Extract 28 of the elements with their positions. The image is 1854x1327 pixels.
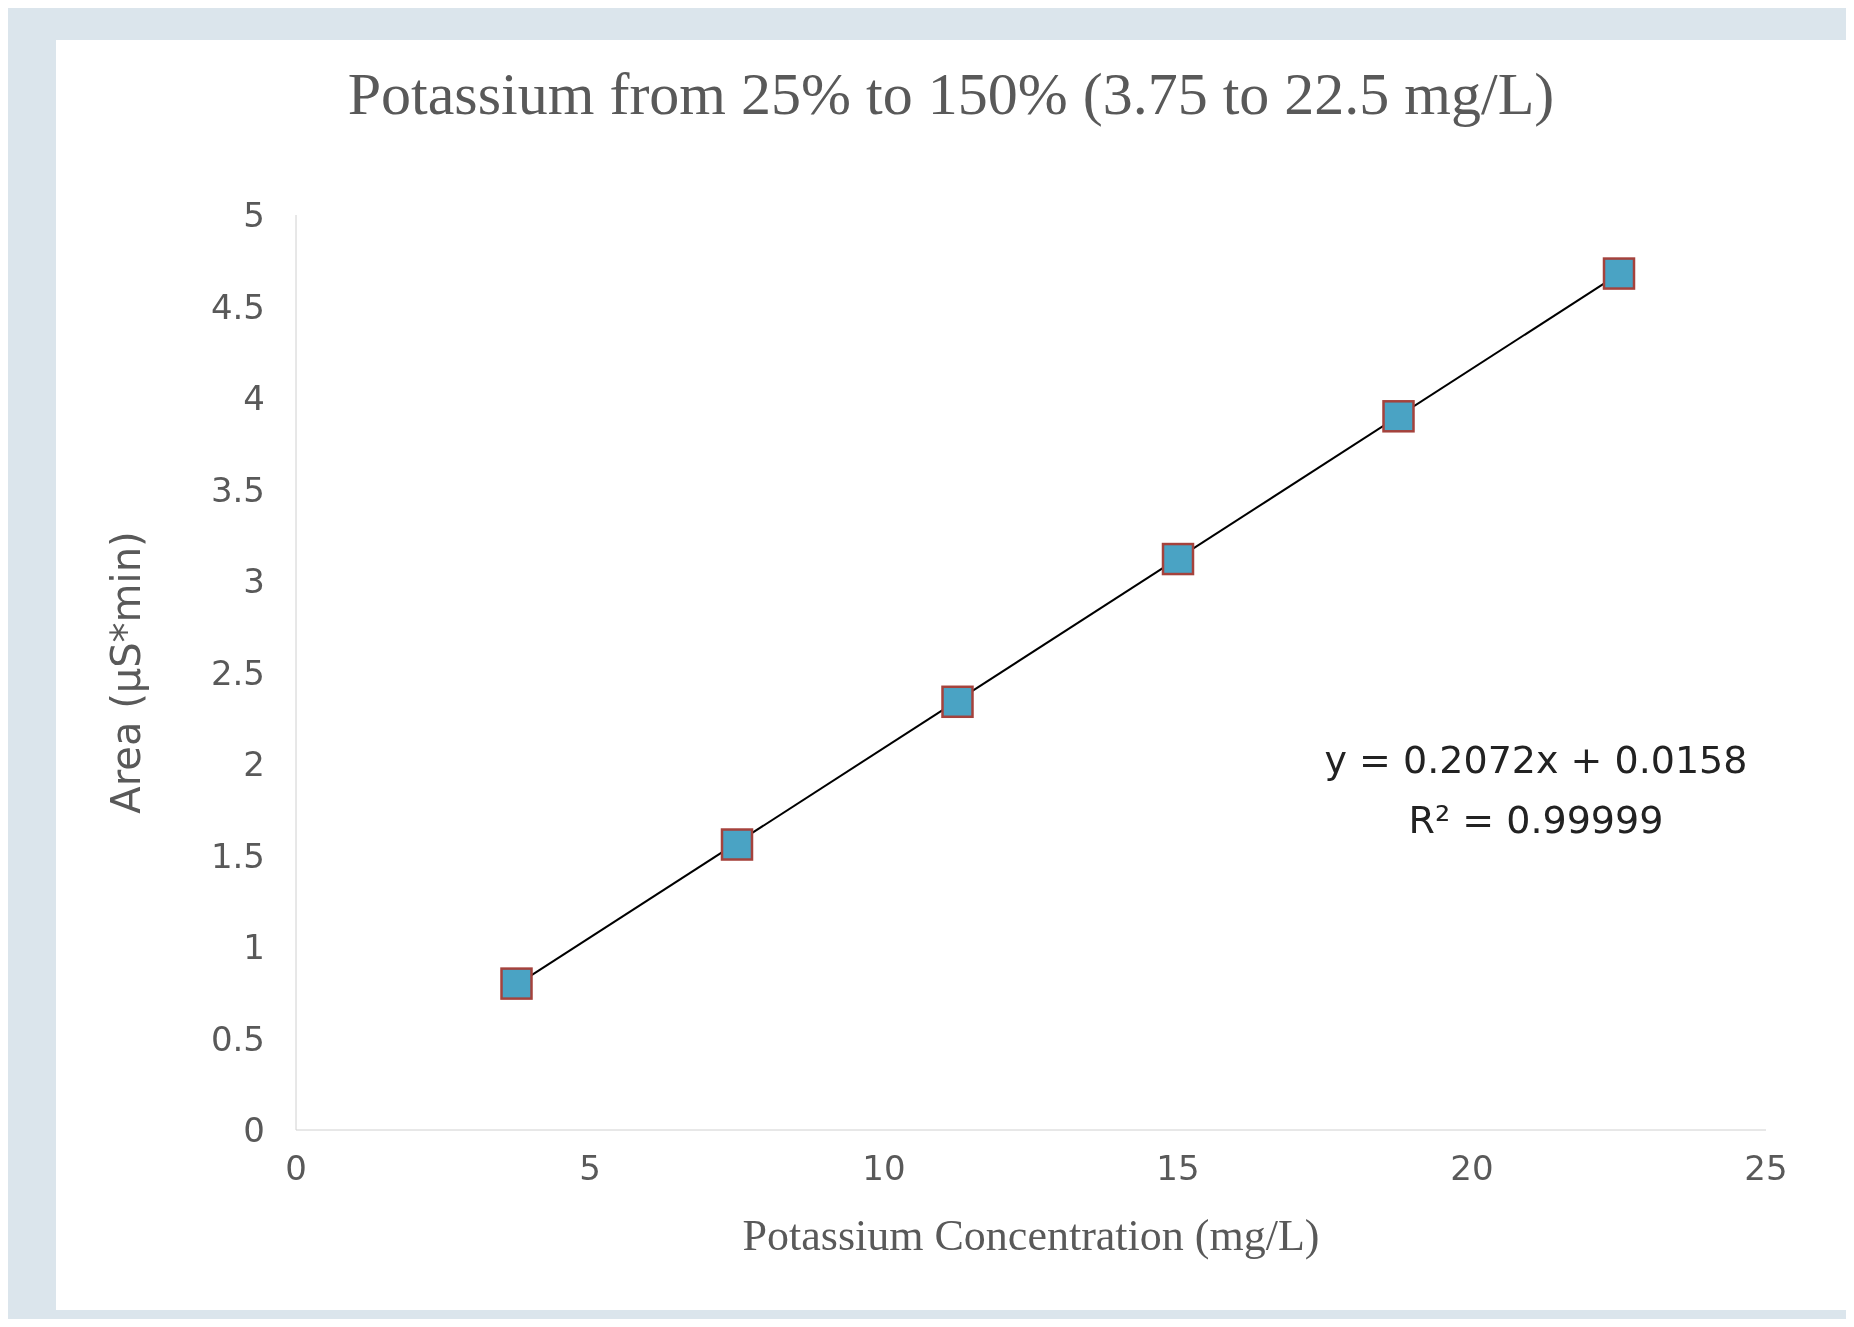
y-tick-label: 2 bbox=[243, 744, 265, 785]
y-tick-label: 2.5 bbox=[210, 652, 265, 693]
point bbox=[1602, 257, 1636, 290]
y-tick-label: 3.5 bbox=[210, 469, 265, 510]
chart-title: Potassium from 25% to 150% (3.75 to 22.5 mg/L) bbox=[346, 60, 1556, 129]
y-tick-label: 4 bbox=[243, 378, 265, 419]
y-tick-label: 5 bbox=[243, 195, 265, 236]
x-tick-label: 20 bbox=[1450, 1148, 1494, 1189]
x-tick-label: 0 bbox=[285, 1148, 307, 1189]
point bbox=[500, 967, 533, 1000]
annotation: R² = 0.99999 bbox=[1407, 797, 1665, 844]
point bbox=[1382, 400, 1415, 433]
y-tick-label: 4.5 bbox=[210, 286, 265, 327]
x-tick-label: 15 bbox=[1156, 1148, 1200, 1189]
y-tick-label: 3 bbox=[243, 561, 265, 602]
x-tick-label: 10 bbox=[862, 1148, 906, 1189]
y-axis-title: Area (µS*min) bbox=[103, 531, 150, 814]
y-tick-label: 1 bbox=[243, 927, 265, 968]
annotation: y = 0.2072x + 0.0158 bbox=[1323, 737, 1749, 784]
y-tick-label: 1.5 bbox=[210, 835, 265, 876]
point bbox=[941, 685, 974, 719]
x-axis-title: Potassium Concentration (mg/L) bbox=[742, 1211, 1320, 1260]
y-tick-label: 0 bbox=[243, 1110, 265, 1151]
x-tick-label: 5 bbox=[579, 1148, 601, 1189]
point bbox=[1161, 542, 1195, 576]
x-tick-label: 25 bbox=[1744, 1148, 1788, 1189]
y-tick-label: 0.5 bbox=[210, 1018, 265, 1059]
point bbox=[720, 828, 754, 861]
